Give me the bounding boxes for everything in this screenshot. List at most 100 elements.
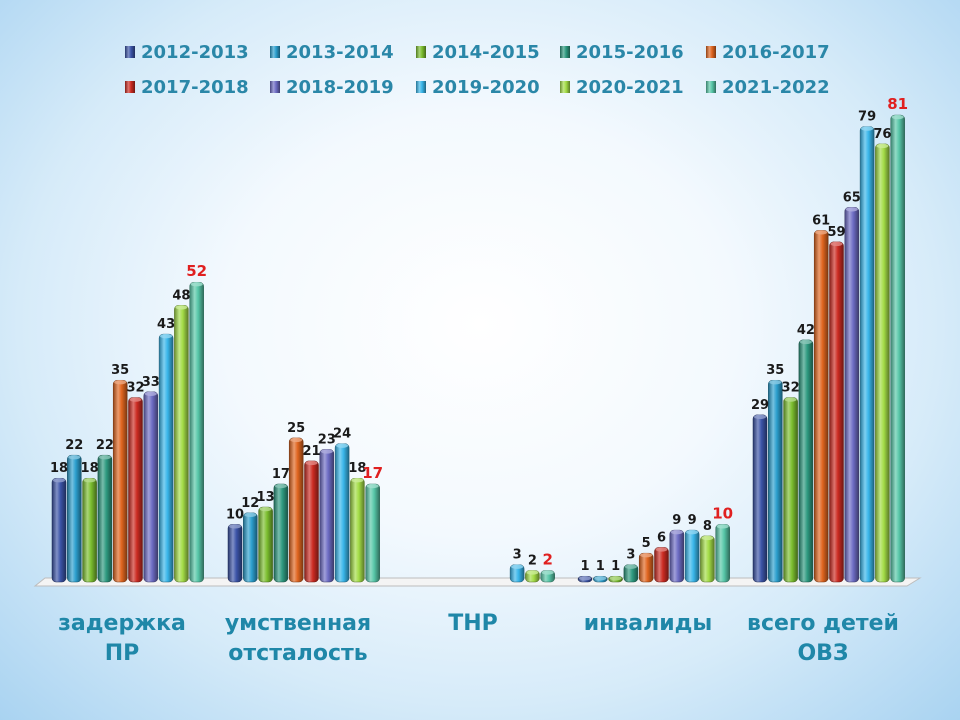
legend-swatch xyxy=(706,46,716,58)
bar xyxy=(525,570,540,583)
data-label: 3 xyxy=(513,548,522,563)
bar xyxy=(783,397,798,583)
legend-item: 2014-2015 xyxy=(416,42,540,63)
bar xyxy=(227,524,243,583)
data-label: 10 xyxy=(712,504,733,522)
bar xyxy=(829,241,844,583)
data-label: 1 xyxy=(611,559,620,574)
bar xyxy=(158,333,174,583)
legend-label: 2016-2017 xyxy=(722,42,830,63)
bar xyxy=(128,397,143,583)
bar xyxy=(288,437,304,583)
bar xyxy=(752,414,768,583)
category-label: всего детей ОВЗ xyxy=(747,611,899,666)
legend-swatch xyxy=(270,46,280,58)
legend-label: 2020-2021 xyxy=(576,77,684,98)
data-label: 18 xyxy=(348,461,366,476)
data-label: 35 xyxy=(766,363,784,378)
data-label: 32 xyxy=(782,381,800,396)
bar xyxy=(623,564,639,583)
bar xyxy=(243,512,258,583)
bar xyxy=(540,570,555,583)
legend-item: 2017-2018 xyxy=(125,77,249,98)
bar xyxy=(67,454,82,583)
legend-swatch xyxy=(560,46,570,58)
data-label: 52 xyxy=(186,262,207,280)
data-label: 2 xyxy=(542,550,552,568)
legend-swatch xyxy=(706,81,716,93)
legend-label: 2013-2014 xyxy=(286,42,394,63)
data-label: 9 xyxy=(688,513,697,528)
bar xyxy=(174,305,189,583)
bar xyxy=(875,143,890,583)
bar xyxy=(608,575,623,583)
data-label: 17 xyxy=(362,464,383,482)
data-label: 18 xyxy=(81,461,99,476)
data-label: 21 xyxy=(302,444,320,459)
legend-swatch xyxy=(125,81,135,93)
legend-swatch xyxy=(416,46,426,58)
bar xyxy=(669,529,685,583)
data-label: 23 xyxy=(318,432,336,447)
legend-swatch xyxy=(125,46,135,58)
category-labels: задержка ПР умственная отсталость ТНР инвалид… xyxy=(58,611,899,666)
bar xyxy=(859,126,875,583)
bar xyxy=(143,391,159,583)
bar xyxy=(593,575,608,583)
bar xyxy=(638,552,654,583)
data-label: 3 xyxy=(626,548,635,563)
bar xyxy=(319,449,335,583)
legend-label: 2015-2016 xyxy=(576,42,684,63)
data-labels: 1822182235323343485210121317252123241817… xyxy=(50,95,908,574)
data-label: 13 xyxy=(257,490,275,505)
legend-item: 2016-2017 xyxy=(706,42,830,63)
legend-item: 2015-2016 xyxy=(560,42,684,63)
bar xyxy=(890,114,905,583)
legend-label: 2018-2019 xyxy=(286,77,394,98)
bar xyxy=(258,506,273,583)
bar xyxy=(844,207,860,583)
legend-item: 2013-2014 xyxy=(270,42,394,63)
data-label: 42 xyxy=(797,323,815,338)
data-label: 2 xyxy=(528,553,537,568)
bar xyxy=(798,339,814,583)
data-label: 43 xyxy=(157,317,175,332)
data-label: 61 xyxy=(812,213,830,228)
bar xyxy=(334,443,350,583)
data-label: 18 xyxy=(50,461,68,476)
data-label: 1 xyxy=(580,559,589,574)
bar xyxy=(51,477,67,583)
data-label: 33 xyxy=(142,375,160,390)
legend-item: 2012-2013 xyxy=(125,42,249,63)
legend-label: 2021-2022 xyxy=(722,77,830,98)
data-label: 6 xyxy=(657,530,666,545)
data-label: 12 xyxy=(241,496,259,511)
bar xyxy=(715,524,730,583)
data-label: 76 xyxy=(873,127,891,142)
data-label: 17 xyxy=(272,467,290,482)
data-label: 24 xyxy=(333,427,351,442)
data-label: 9 xyxy=(672,513,681,528)
data-label: 35 xyxy=(111,363,129,378)
legend-label: 2019-2020 xyxy=(432,77,540,98)
bar xyxy=(654,547,669,583)
legend-swatch xyxy=(270,81,280,93)
bar xyxy=(577,575,593,583)
legend-item: 2021-2022 xyxy=(706,77,830,98)
bar xyxy=(112,379,128,583)
legend-swatch xyxy=(416,81,426,93)
bar xyxy=(700,535,715,583)
legend-item: 2020-2021 xyxy=(560,77,684,98)
data-label: 81 xyxy=(887,95,908,113)
data-label: 79 xyxy=(858,110,876,125)
category-label: задержка ПР xyxy=(58,611,186,666)
category-label: умственная отсталость xyxy=(225,611,371,666)
data-label: 48 xyxy=(172,288,190,303)
legend-label: 2012-2013 xyxy=(141,42,249,63)
bar xyxy=(509,564,525,583)
legend-label: 2014-2015 xyxy=(432,42,540,63)
bar xyxy=(97,454,113,583)
bar xyxy=(350,477,365,583)
data-label: 29 xyxy=(751,398,769,413)
